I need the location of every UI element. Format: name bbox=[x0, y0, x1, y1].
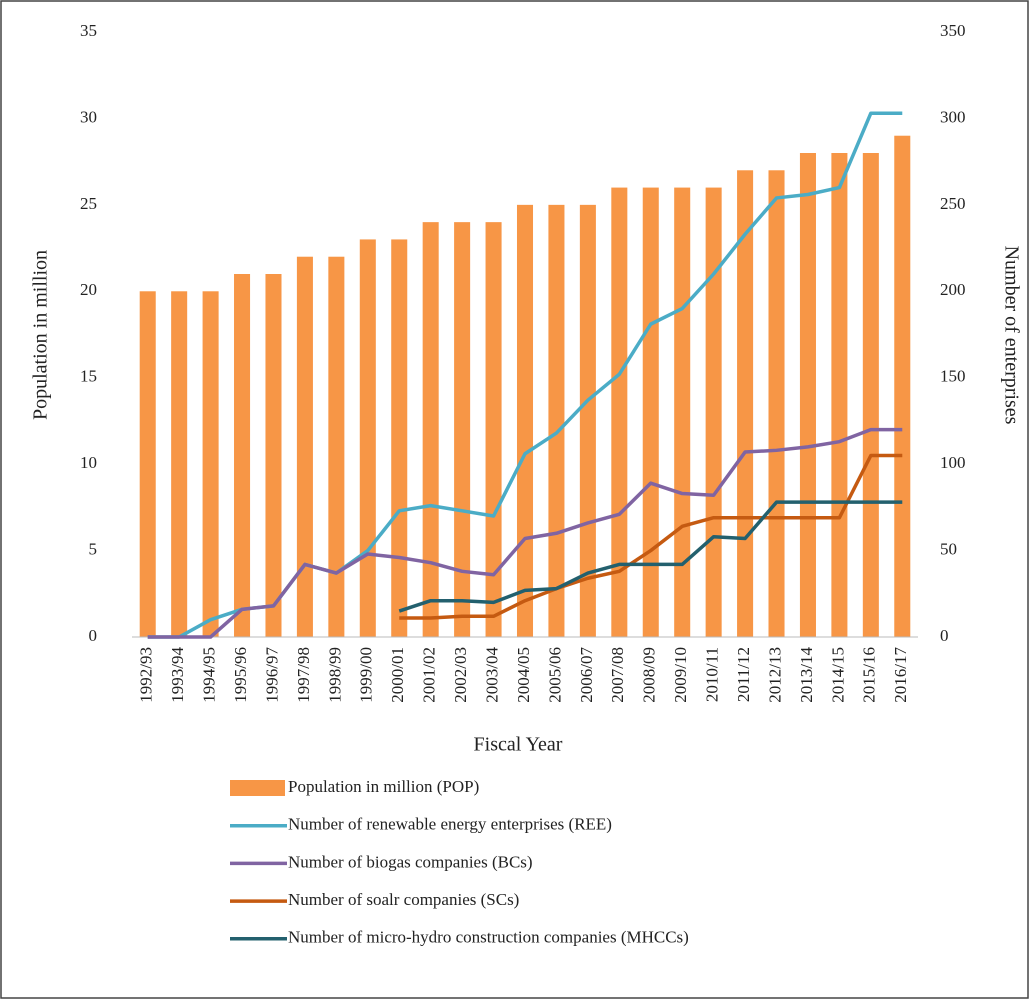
bar bbox=[485, 222, 502, 637]
y2-tick-label: 150 bbox=[940, 367, 966, 386]
y-tick-label: 15 bbox=[80, 367, 97, 386]
bar bbox=[548, 204, 565, 637]
x-tick-label: 2015/16 bbox=[860, 647, 879, 703]
y2-tick-label: 0 bbox=[940, 626, 949, 645]
bar bbox=[674, 187, 691, 638]
x-tick-label: 1992/93 bbox=[137, 647, 156, 703]
x-tick-label: 1995/96 bbox=[231, 647, 250, 703]
bar bbox=[139, 291, 156, 637]
y-tick-label: 5 bbox=[89, 539, 98, 558]
x-tick-label: 2014/15 bbox=[828, 647, 847, 703]
bar bbox=[611, 187, 628, 638]
x-tick-label: 1999/00 bbox=[357, 647, 376, 703]
y2-tick-label: 50 bbox=[940, 539, 957, 558]
y-tick-label: 20 bbox=[80, 280, 97, 299]
bar bbox=[328, 256, 345, 637]
x-tick-label: 2009/10 bbox=[671, 647, 690, 703]
x-tick-label: 2005/06 bbox=[545, 647, 564, 703]
x-tick-label: 2012/13 bbox=[765, 647, 784, 703]
x-axis-title: Fiscal Year bbox=[474, 734, 563, 756]
x-tick-label: 2000/01 bbox=[388, 647, 407, 703]
y2-tick-label: 200 bbox=[940, 280, 966, 299]
x-tick-label: 2007/08 bbox=[608, 647, 627, 703]
bar bbox=[265, 274, 282, 637]
bar bbox=[737, 170, 754, 638]
y2-tick-label: 350 bbox=[940, 21, 966, 40]
legend-label: Population in million (POP) bbox=[288, 777, 479, 796]
bar bbox=[768, 170, 785, 638]
x-tick-label: 1998/99 bbox=[325, 647, 344, 703]
y-tick-label: 35 bbox=[80, 21, 97, 40]
legend-label: Number of renewable energy enterprises (… bbox=[288, 815, 612, 834]
line-series bbox=[147, 427, 903, 639]
line-series bbox=[399, 453, 903, 620]
x-tick-label: 2002/03 bbox=[451, 647, 470, 703]
bar bbox=[171, 291, 188, 637]
x-tick-label: 1993/94 bbox=[168, 647, 187, 703]
bar bbox=[831, 153, 848, 637]
bar bbox=[454, 222, 471, 637]
bar bbox=[359, 239, 376, 637]
legend-label: Number of soalr companies (SCs) bbox=[288, 890, 519, 909]
bar bbox=[296, 256, 313, 637]
x-tick-label: 1994/95 bbox=[200, 647, 219, 703]
x-tick-label: 2011/12 bbox=[734, 647, 753, 702]
bar bbox=[642, 187, 659, 638]
y-tick-label: 30 bbox=[80, 107, 97, 126]
x-tick-label: 1997/98 bbox=[294, 647, 313, 703]
bar bbox=[894, 135, 911, 637]
x-tick-label: 2003/04 bbox=[482, 647, 501, 703]
x-tick-label: 2006/07 bbox=[577, 647, 596, 703]
line-series bbox=[398, 500, 903, 613]
x-tick-label: 2010/11 bbox=[703, 647, 722, 702]
y-tick-label: 10 bbox=[80, 453, 97, 472]
bar bbox=[799, 153, 816, 637]
x-tick-label: 2008/09 bbox=[640, 647, 659, 703]
x-tick-label: 2013/14 bbox=[797, 647, 816, 703]
bar bbox=[516, 204, 534, 637]
y2-axis-title: Number of enterprises bbox=[1000, 246, 1022, 425]
bar bbox=[422, 222, 439, 637]
bar bbox=[705, 187, 722, 638]
x-tick-label: 2004/05 bbox=[514, 647, 533, 703]
y-tick-label: 0 bbox=[89, 626, 98, 645]
y-axis-title: Population in million bbox=[30, 250, 52, 420]
legend-swatch bbox=[230, 780, 285, 796]
y2-tick-label: 100 bbox=[940, 453, 966, 472]
bar bbox=[202, 291, 219, 637]
y2-tick-label: 250 bbox=[940, 194, 966, 213]
x-tick-label: 2001/02 bbox=[420, 647, 439, 703]
x-tick-label: 1996/97 bbox=[262, 647, 281, 703]
y-tick-label: 25 bbox=[80, 194, 97, 213]
legend-label: Number of micro-hydro construction compa… bbox=[288, 928, 689, 947]
bar bbox=[234, 274, 251, 637]
bar bbox=[862, 153, 879, 637]
bar bbox=[579, 204, 596, 637]
x-tick-label: 2016/17 bbox=[891, 647, 910, 703]
legend-label: Number of biogas companies (BCs) bbox=[288, 852, 533, 871]
y2-tick-label: 300 bbox=[940, 107, 966, 126]
bar bbox=[391, 239, 408, 637]
